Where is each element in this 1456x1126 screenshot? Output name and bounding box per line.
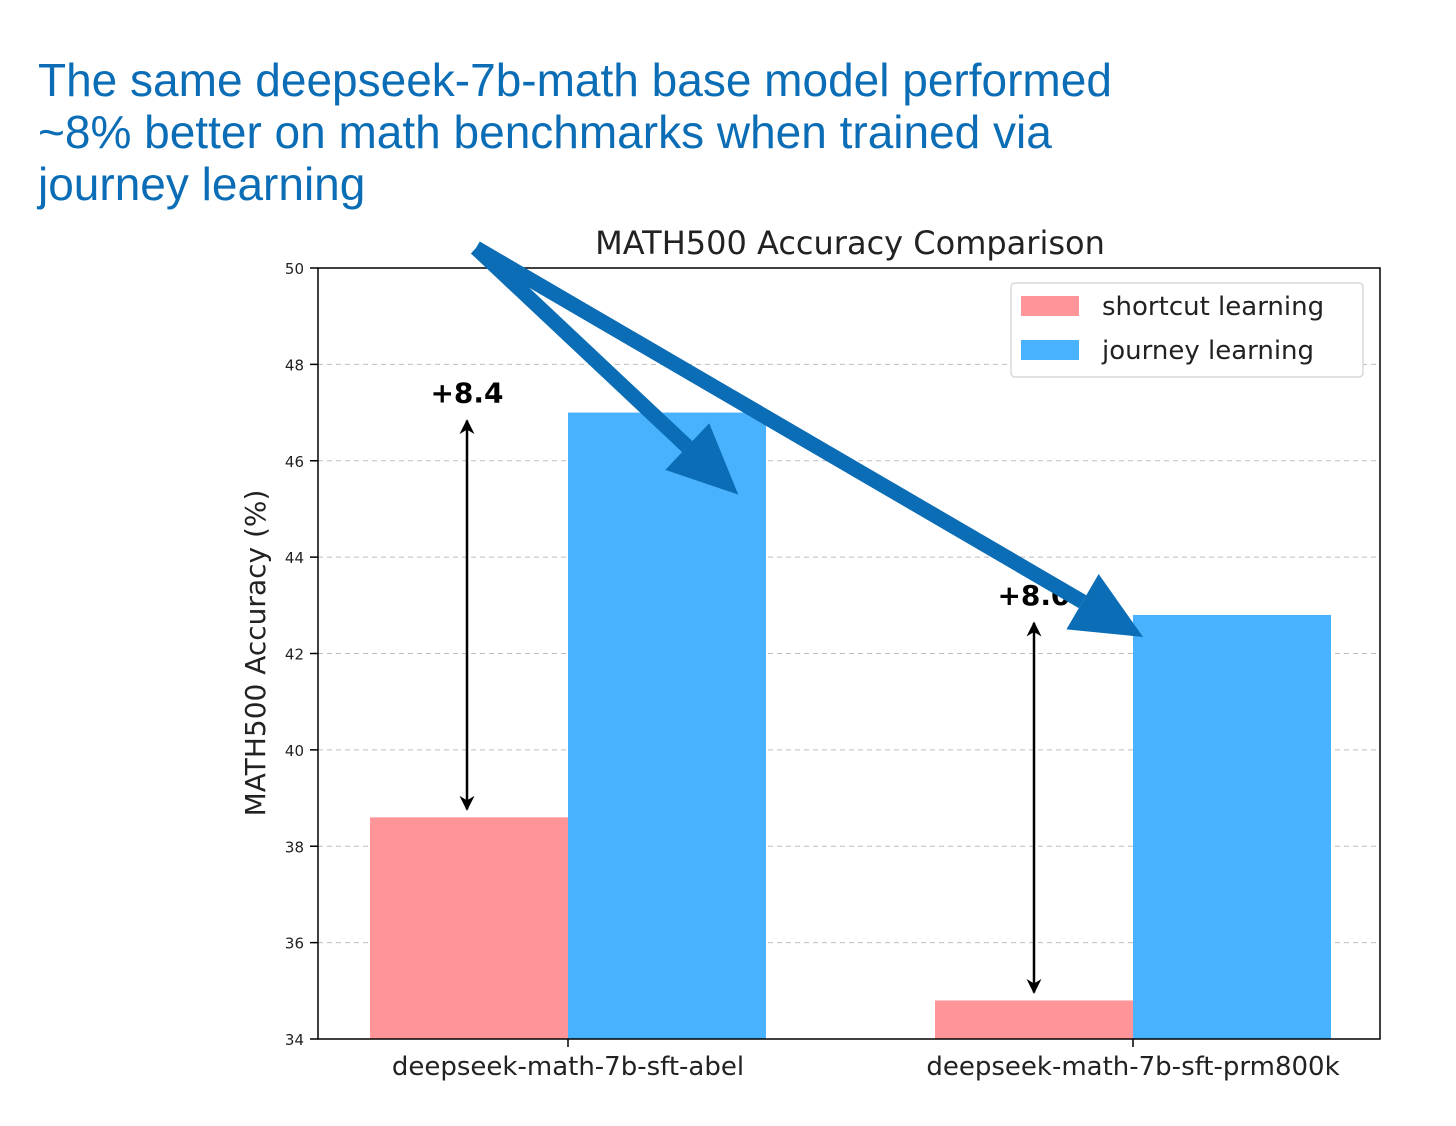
bar (370, 817, 568, 1039)
legend-swatch-shortcut (1021, 296, 1079, 316)
legend-label-shortcut: shortcut learning (1102, 292, 1324, 322)
chart-title: MATH500 Accuracy Comparison (595, 224, 1105, 262)
y-tick-label: 34 (285, 1031, 304, 1049)
x-tick-label: deepseek-math-7b-sft-abel (392, 1052, 744, 1082)
annotation-line-2: ~8% better on math benchmarks when train… (38, 106, 1052, 158)
legend-label-journey: journey learning (1101, 336, 1314, 366)
y-tick-label: 46 (285, 453, 304, 471)
y-tick-label: 50 (285, 260, 304, 278)
legend-swatch-journey (1021, 340, 1079, 360)
legend-box (1010, 282, 1364, 378)
annotation-arrow-head (665, 423, 739, 495)
x-tick-label: deepseek-math-7b-sft-prm800k (926, 1052, 1339, 1082)
y-tick-label: 42 (285, 646, 304, 664)
annotation-headline: The same deepseek-7b-math base model per… (38, 54, 1338, 210)
annotation-arrow-shaft (472, 241, 1087, 609)
y-tick-label: 38 (285, 838, 304, 856)
legend: shortcut learning journey learning (1010, 282, 1364, 378)
y-tick-label: 36 (285, 935, 304, 953)
y-tick-label: 48 (285, 356, 304, 374)
bar (935, 1000, 1133, 1039)
annotation-arrows (470, 241, 1143, 637)
annotation-arrow-shaft (470, 242, 693, 453)
y-tick-label: 44 (285, 549, 304, 567)
bar (568, 412, 766, 1039)
y-tick-label: 40 (285, 742, 304, 760)
difference-label: +8.4 (430, 377, 503, 410)
annotation-line-1: The same deepseek-7b-math base model per… (38, 54, 1112, 106)
annotation-line-3: journey learning (38, 158, 366, 210)
annotation-arrow-head (1066, 574, 1143, 637)
y-axis-label: MATH500 Accuracy (%) (239, 490, 272, 817)
bar (1133, 614, 1331, 1039)
